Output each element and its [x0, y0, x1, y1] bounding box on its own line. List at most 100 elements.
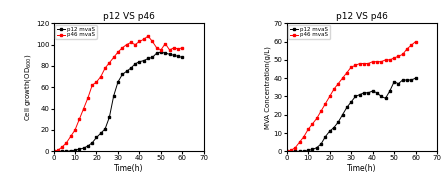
p12 mvaS	[284, 150, 289, 152]
p46 mvaS	[310, 123, 315, 125]
p12 mvaS	[293, 150, 298, 152]
p12 mvaS	[383, 97, 388, 100]
p12 mvaS	[150, 56, 155, 59]
p12 mvaS	[379, 95, 384, 98]
p46 mvaS	[150, 40, 155, 42]
p46 mvaS	[116, 51, 121, 53]
p12 mvaS	[353, 95, 358, 98]
p12 mvaS	[288, 150, 293, 152]
Title: p12 VS p46: p12 VS p46	[336, 12, 388, 21]
p46 mvaS	[64, 142, 69, 144]
p12 mvaS	[400, 79, 405, 81]
p12 mvaS	[90, 142, 95, 144]
p46 mvaS	[405, 48, 410, 50]
p46 mvaS	[81, 107, 86, 110]
p12 mvaS	[318, 143, 324, 145]
Y-axis label: MVA Concentration(g/L): MVA Concentration(g/L)	[264, 46, 271, 129]
p12 mvaS	[85, 145, 91, 147]
p46 mvaS	[132, 43, 138, 46]
p46 mvaS	[340, 77, 345, 79]
Line: p12 mvaS: p12 mvaS	[285, 77, 417, 152]
p46 mvaS	[128, 41, 133, 44]
p12 mvaS	[310, 148, 315, 151]
X-axis label: Time(h): Time(h)	[114, 164, 144, 173]
p12 mvaS	[141, 59, 146, 62]
p46 mvaS	[331, 88, 337, 90]
p12 mvaS	[374, 92, 380, 94]
p12 mvaS	[340, 113, 345, 116]
p46 mvaS	[120, 47, 125, 49]
p46 mvaS	[167, 49, 172, 51]
p46 mvaS	[318, 110, 324, 112]
p46 mvaS	[59, 146, 65, 148]
p12 mvaS	[180, 56, 185, 59]
p46 mvaS	[180, 47, 185, 49]
p12 mvaS	[171, 54, 177, 56]
p46 mvaS	[288, 149, 293, 152]
p12 mvaS	[111, 95, 116, 97]
p12 mvaS	[314, 146, 319, 149]
p46 mvaS	[51, 150, 56, 152]
p46 mvaS	[348, 66, 354, 68]
p12 mvaS	[98, 132, 103, 134]
p46 mvaS	[111, 56, 116, 59]
X-axis label: Time(h): Time(h)	[347, 164, 376, 173]
p12 mvaS	[55, 150, 61, 152]
p12 mvaS	[77, 148, 82, 150]
p12 mvaS	[120, 73, 125, 76]
p12 mvaS	[103, 128, 108, 130]
p12 mvaS	[167, 53, 172, 55]
p46 mvaS	[413, 40, 418, 43]
p46 mvaS	[322, 103, 328, 105]
p46 mvaS	[327, 95, 332, 98]
p46 mvaS	[293, 146, 298, 149]
p46 mvaS	[379, 61, 384, 63]
p12 mvaS	[297, 150, 302, 152]
p12 mvaS	[116, 81, 121, 83]
p12 mvaS	[137, 61, 142, 63]
p12 mvaS	[154, 52, 159, 54]
Y-axis label: Cell growth(OD$_{600}$): Cell growth(OD$_{600}$)	[23, 54, 33, 121]
p46 mvaS	[90, 84, 95, 86]
p46 mvaS	[409, 44, 414, 46]
p12 mvaS	[301, 150, 306, 152]
p12 mvaS	[405, 79, 410, 81]
p12 mvaS	[387, 90, 392, 92]
p46 mvaS	[387, 59, 392, 61]
p46 mvaS	[353, 64, 358, 67]
p46 mvaS	[154, 47, 159, 49]
p46 mvaS	[171, 47, 177, 49]
p12 mvaS	[331, 126, 337, 129]
p46 mvaS	[301, 136, 306, 138]
p12 mvaS	[59, 150, 65, 152]
p46 mvaS	[103, 67, 108, 69]
p12 mvaS	[392, 81, 397, 83]
p12 mvaS	[145, 57, 151, 60]
p12 mvaS	[361, 92, 367, 94]
p46 mvaS	[366, 62, 371, 65]
p12 mvaS	[306, 149, 311, 152]
p12 mvaS	[124, 70, 129, 73]
p46 mvaS	[306, 128, 311, 131]
p46 mvaS	[77, 118, 82, 120]
Legend: p12 mvaS, p46 mvaS: p12 mvaS, p46 mvaS	[288, 25, 330, 39]
p46 mvaS	[72, 129, 78, 131]
p12 mvaS	[51, 150, 56, 152]
p46 mvaS	[297, 141, 302, 143]
p46 mvaS	[374, 61, 380, 63]
Line: p12 mvaS: p12 mvaS	[52, 51, 184, 152]
p12 mvaS	[366, 92, 371, 94]
p12 mvaS	[68, 150, 74, 152]
p12 mvaS	[396, 82, 401, 85]
p12 mvaS	[128, 67, 133, 69]
p12 mvaS	[163, 52, 168, 54]
p46 mvaS	[284, 150, 289, 152]
p12 mvaS	[64, 150, 69, 152]
Title: p12 VS p46: p12 VS p46	[103, 12, 155, 21]
p12 mvaS	[327, 130, 332, 132]
p46 mvaS	[344, 72, 350, 74]
p46 mvaS	[124, 43, 129, 46]
p12 mvaS	[348, 101, 354, 103]
p12 mvaS	[107, 116, 112, 118]
p12 mvaS	[94, 136, 99, 139]
